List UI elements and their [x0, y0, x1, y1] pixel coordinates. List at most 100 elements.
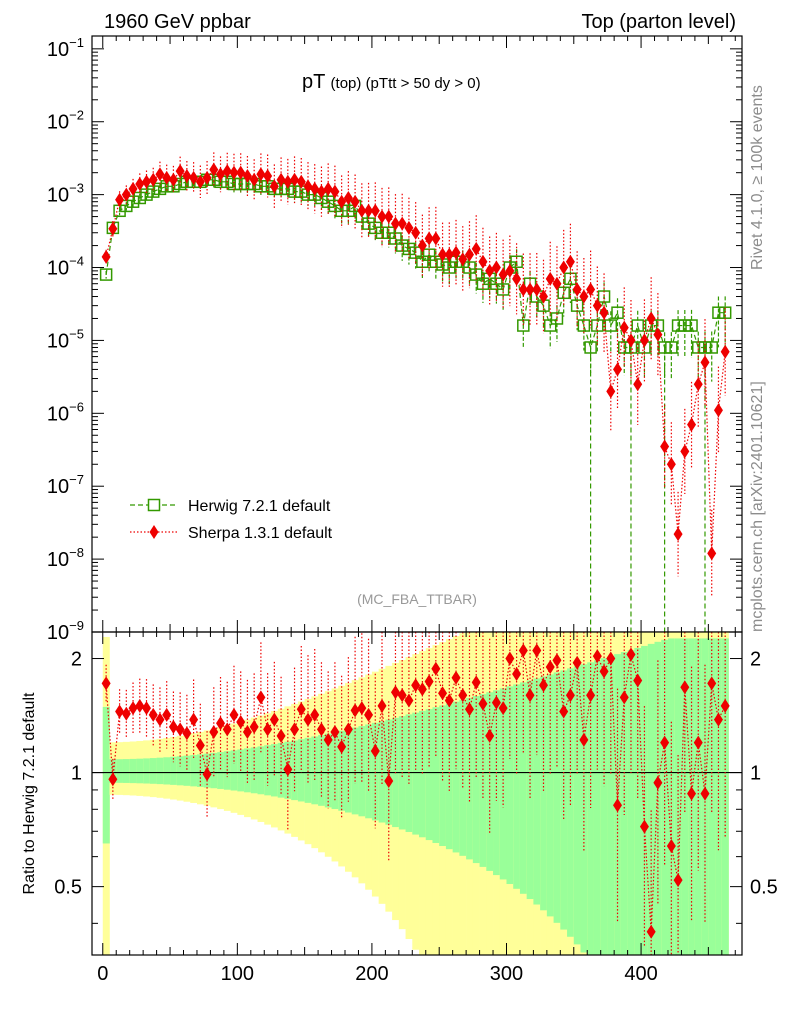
sherpa-point — [343, 190, 353, 205]
inner-band-bin — [641, 645, 649, 955]
inner-band-bin — [567, 668, 575, 937]
inner-band-bin — [264, 745, 272, 796]
sherpa-ratio-point — [693, 735, 703, 750]
inner-band-bin — [419, 710, 427, 838]
herwig-point — [678, 319, 692, 332]
sherpa-point — [397, 216, 407, 231]
sherpa-point — [680, 444, 690, 459]
sherpa-ratio-point — [310, 707, 320, 722]
ratio-frame — [91, 631, 743, 956]
sherpa-ratio-point — [148, 707, 158, 722]
inner-band-bin — [607, 656, 615, 955]
sherpa-ratio-point — [364, 707, 374, 722]
herwig-point — [570, 299, 584, 312]
herwig-series — [99, 173, 732, 632]
sherpa-point — [101, 249, 111, 264]
sherpa-ratio-point — [101, 676, 111, 691]
inner-band-bin — [129, 758, 137, 784]
inner-band-bin — [479, 694, 487, 867]
sherpa-point — [619, 320, 629, 335]
herwig-point — [665, 341, 678, 354]
sherpa-ratio-point — [680, 680, 690, 695]
main-plot: (MC_FBA_TTBAR) pT (top) (pTtt > 50 dy > 0… — [47, 35, 743, 644]
sherpa-ratio-point — [296, 702, 306, 717]
ratio-y-label: Ratio to Herwig 7.2.1 default — [21, 692, 38, 894]
sherpa-ratio-point — [283, 762, 293, 777]
ratio-y-tick-label-right: 0.5 — [750, 877, 778, 899]
y-tick-label: 10−5 — [47, 326, 84, 352]
herwig-point — [584, 341, 597, 354]
sherpa-ratio-point — [707, 676, 717, 691]
inner-band-bin — [573, 666, 581, 945]
sherpa-point — [525, 282, 535, 297]
sherpa-ratio-point — [613, 798, 623, 813]
inner-band-bin — [311, 736, 319, 805]
sherpa-ratio-point — [276, 728, 286, 743]
sherpa-point — [485, 263, 495, 278]
sherpa-point — [283, 174, 293, 189]
inner-band-bin — [593, 660, 601, 955]
herwig-point — [712, 306, 725, 319]
sherpa-ratio-point — [464, 702, 474, 717]
sherpa-point — [626, 333, 636, 348]
inner-band-bin — [674, 638, 682, 955]
sherpa-point — [512, 271, 522, 286]
sherpa-ratio-point — [579, 732, 589, 747]
sherpa-ratio-point — [397, 688, 407, 703]
sherpa-point — [202, 170, 212, 185]
inner-band-bin — [540, 676, 548, 911]
sherpa-ratio-point — [411, 678, 421, 693]
herwig-point — [604, 319, 618, 332]
sherpa-ratio-point — [606, 651, 616, 666]
inner-band-bin — [318, 735, 326, 806]
sherpa-point — [216, 167, 226, 182]
inner-band-bin — [600, 658, 608, 955]
sherpa-ratio-point — [592, 649, 602, 664]
sherpa-ratio-point — [417, 682, 427, 697]
sherpa-point — [182, 169, 192, 184]
herwig-point — [543, 319, 557, 332]
herwig-point — [126, 195, 140, 208]
sherpa-point — [115, 192, 125, 207]
sherpa-point — [458, 252, 468, 267]
sherpa-point — [390, 216, 400, 231]
ratio-y-tick-label-left: 2 — [71, 649, 82, 671]
sherpa-ratio-point — [189, 712, 199, 727]
sherpa-ratio-point — [518, 643, 528, 658]
sherpa-ratio-point — [115, 704, 125, 719]
y-tick-label: 10−8 — [47, 545, 84, 571]
sherpa-point — [384, 209, 394, 224]
herwig-point — [496, 283, 510, 296]
sherpa-point — [491, 260, 501, 275]
inner-band-bin — [244, 748, 252, 793]
inner-band-bin — [466, 697, 474, 860]
sherpa-ratio-point — [168, 719, 178, 734]
inner-band-bin — [136, 758, 144, 784]
sherpa-ratio-point — [249, 719, 259, 734]
sherpa-ratio-point — [498, 701, 508, 716]
inner-band-bin — [654, 641, 662, 955]
inner-band-bin — [472, 696, 480, 864]
herwig-point — [671, 319, 685, 332]
sherpa-point — [249, 172, 259, 187]
herwig-point — [510, 255, 523, 269]
sherpa-series — [101, 152, 730, 597]
inner-band-bin — [109, 759, 117, 783]
sherpa-point — [350, 194, 360, 209]
inner-band-bin — [250, 747, 258, 794]
sherpa-point — [290, 172, 300, 187]
sherpa-point — [108, 221, 118, 236]
sherpa-point — [464, 247, 474, 262]
sherpa-point — [687, 417, 697, 432]
sherpa-point — [377, 209, 387, 224]
inner-band-bin — [156, 757, 164, 785]
sherpa-point — [229, 165, 239, 180]
header-right: Top (parton level) — [581, 11, 736, 33]
sherpa-ratio-point — [269, 712, 279, 727]
sherpa-point — [713, 403, 723, 418]
sherpa-point — [532, 282, 542, 297]
herwig-point — [463, 261, 476, 274]
x-tick-label: 300 — [490, 963, 523, 985]
inner-band-bin — [143, 758, 151, 784]
sherpa-ratio-point — [108, 772, 118, 787]
